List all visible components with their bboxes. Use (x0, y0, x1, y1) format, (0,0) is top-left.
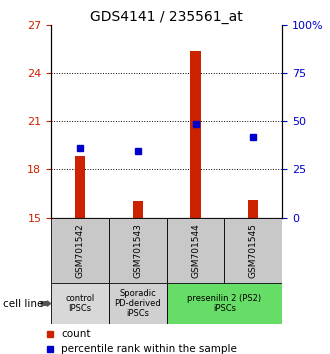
Bar (167, 283, 282, 324)
Text: count: count (61, 329, 91, 339)
Text: Sporadic
PD-derived
iPSCs: Sporadic PD-derived iPSCs (115, 289, 161, 319)
Bar (51, 218, 109, 283)
Bar (109, 218, 167, 283)
Bar (133, 201, 143, 218)
Bar (190, 51, 201, 218)
Text: GSM701542: GSM701542 (76, 223, 84, 278)
Text: GSM701544: GSM701544 (191, 223, 200, 278)
Text: presenilin 2 (PS2)
iPSCs: presenilin 2 (PS2) iPSCs (187, 294, 261, 313)
Bar (167, 218, 224, 283)
Bar (224, 218, 282, 283)
Text: GSM701543: GSM701543 (133, 223, 142, 278)
Bar (51, 283, 109, 324)
Bar (109, 283, 167, 324)
Bar (248, 200, 258, 218)
Text: percentile rank within the sample: percentile rank within the sample (61, 344, 237, 354)
Title: GDS4141 / 235561_at: GDS4141 / 235561_at (90, 10, 243, 24)
Text: GSM701545: GSM701545 (249, 223, 258, 278)
Text: control
IPSCs: control IPSCs (65, 294, 95, 313)
Bar (75, 156, 85, 218)
Text: cell line: cell line (3, 298, 44, 309)
